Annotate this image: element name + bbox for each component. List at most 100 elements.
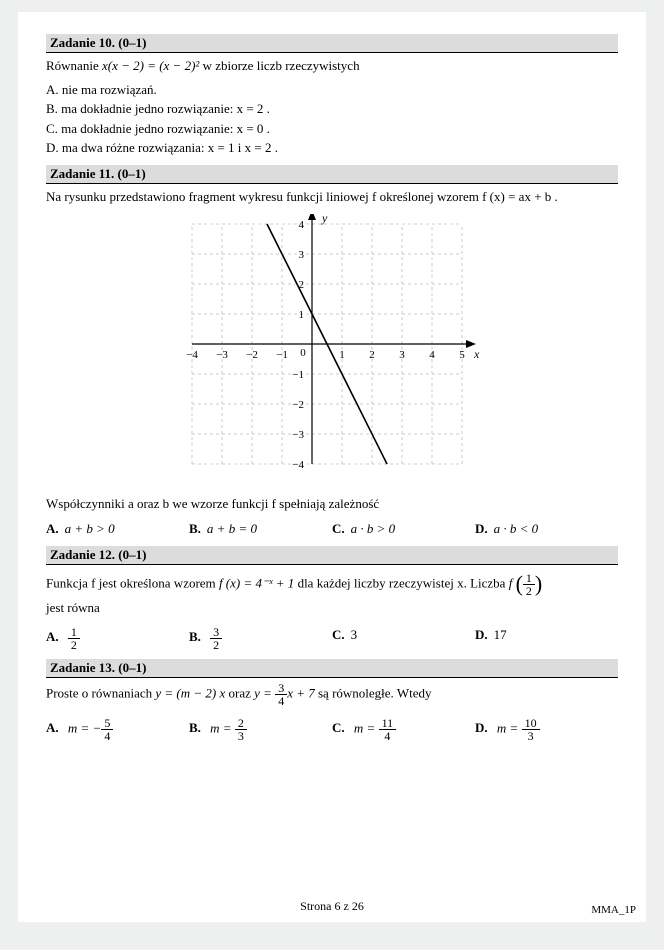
exam-page: Zadanie 10. (0–1) Równanie x(x − 2) = (x…: [18, 12, 646, 922]
t11-B-v: a + b = 0: [207, 521, 257, 536]
t13-Al: A.: [46, 720, 59, 735]
t12-Bd: 2: [210, 639, 222, 651]
t13-optD: D. m = 103: [475, 717, 618, 742]
t11-C-v: a · b > 0: [351, 521, 396, 536]
t11-chart: −4−3−2−1012345−4−3−2−11234xy: [182, 214, 482, 482]
t11-optA: A. a + b > 0: [46, 520, 189, 538]
t13-optA: A. m = −54: [46, 717, 189, 742]
t13-eq2n: 3: [275, 682, 287, 695]
t12-arg-n: 1: [523, 572, 535, 585]
t12-paren: (: [516, 571, 523, 596]
t12-optC: C.3: [332, 626, 475, 651]
t10-pre: Równanie: [46, 58, 102, 73]
page-footer-right: MMA_1P: [591, 904, 636, 916]
task12-body: Funkcja f jest określona wzorem f (x) = …: [46, 569, 618, 651]
t13-eq2frac: 34: [275, 682, 287, 707]
t11-A-v: a + b > 0: [65, 521, 115, 536]
svg-text:−2: −2: [246, 349, 258, 361]
t13-options: A. m = −54 B. m = 23 C. m = 114 D. m = 1…: [46, 717, 618, 742]
t12-arg-d: 2: [523, 585, 535, 597]
t13-mid: oraz: [229, 685, 255, 700]
t12-Ad: 2: [68, 639, 80, 651]
t13-Bn: 2: [235, 717, 247, 730]
svg-text:0: 0: [300, 347, 306, 359]
t13-Dn: 10: [522, 717, 540, 730]
svg-text:5: 5: [459, 349, 465, 361]
t11-optB: B. a + b = 0: [189, 520, 332, 538]
t11-C-l: C.: [332, 521, 345, 536]
task10-header: Zadanie 10. (0–1): [46, 34, 618, 53]
svg-text:4: 4: [299, 219, 305, 231]
t12-f: f: [509, 575, 513, 590]
t10-optC: C. ma dokładnie jedno rozwiązanie: x = 0…: [46, 120, 618, 138]
t13-optB: B. m = 23: [189, 717, 332, 742]
t13-end: są równoległe. Wtedy: [318, 685, 431, 700]
svg-text:−3: −3: [216, 349, 228, 361]
t12-optB: B. 32: [189, 626, 332, 651]
t13-optC: C. m = 114: [332, 717, 475, 742]
t13-Ad: 4: [101, 730, 113, 742]
t12-pre: Funkcja f jest określona wzorem: [46, 575, 219, 590]
task11-header: Zadanie 11. (0–1): [46, 165, 618, 184]
t10-optD: D. ma dwa różne rozwiązania: x = 1 i x =…: [46, 139, 618, 157]
t12-Al: A.: [46, 629, 59, 644]
svg-text:3: 3: [399, 349, 405, 361]
t13-eq1: y = (m − 2) x: [155, 685, 225, 700]
t11-B-l: B.: [189, 521, 201, 536]
task13-header: Zadanie 13. (0–1): [46, 659, 618, 678]
t13-Cd: 4: [379, 730, 397, 742]
t12-mid: dla każdej liczby rzeczywistej x. Liczba: [298, 575, 509, 590]
t12-paren2: ): [535, 571, 542, 596]
t13-Bd: 3: [235, 730, 247, 742]
t12-optA: A. 12: [46, 626, 189, 651]
task10-body: Równanie x(x − 2) = (x − 2)² w zbiorze l…: [46, 57, 618, 157]
t13-Cn: 11: [379, 717, 397, 730]
t11-D-v: a · b < 0: [494, 521, 539, 536]
task10-intro: Równanie x(x − 2) = (x − 2)² w zbiorze l…: [46, 57, 618, 75]
svg-text:−4: −4: [292, 459, 304, 471]
t10-post: w zbiorze liczb rzeczywistych: [203, 58, 360, 73]
t12-Bl: B.: [189, 629, 201, 644]
svg-text:−1: −1: [292, 369, 304, 381]
task12-header: Zadanie 12. (0–1): [46, 546, 618, 565]
t11-D-l: D.: [475, 521, 488, 536]
t13-An: 5: [101, 717, 113, 730]
t13-Ap: m = −: [68, 720, 101, 735]
t11-optC: C. a · b > 0: [332, 520, 475, 538]
svg-text:x: x: [473, 347, 480, 361]
t10-optB: B. ma dokładnie jedno rozwiązanie: x = 2…: [46, 100, 618, 118]
t13-Cl: C.: [332, 720, 345, 735]
t13-Af: 54: [101, 717, 113, 742]
t11-A-l: A.: [46, 521, 59, 536]
task10-options: A. nie ma rozwiązań. B. ma dokładnie jed…: [46, 81, 618, 157]
t13-eq2d: 4: [275, 695, 287, 707]
t12-options: A. 12 B. 32 C.3 D.17: [46, 626, 618, 651]
t13-Bf: 23: [235, 717, 247, 742]
t10-eq: x(x − 2) = (x − 2)²: [102, 58, 199, 73]
t12-Dl: D.: [475, 627, 488, 642]
t13-Dp: m =: [497, 720, 522, 735]
t12-Bfrac: 32: [210, 626, 222, 651]
t12-Bn: 3: [210, 626, 222, 639]
svg-text:−4: −4: [186, 349, 198, 361]
t13-eq2post: x + 7: [287, 685, 315, 700]
t11-chart-wrap: −4−3−2−1012345−4−3−2−11234xy: [46, 214, 618, 487]
svg-text:1: 1: [299, 309, 305, 321]
t11-optD: D. a · b < 0: [475, 520, 618, 538]
t10-optA: A. nie ma rozwiązań.: [46, 81, 618, 99]
t12-optD: D. 17: [475, 626, 618, 651]
svg-text:y: y: [321, 214, 328, 225]
t12-Afrac: 12: [68, 626, 80, 651]
t12-Dv: 17: [494, 627, 507, 642]
t12-Cl: C.: [332, 627, 345, 642]
t13-Dd: 3: [522, 730, 540, 742]
page-footer: Strona 6 z 26: [18, 899, 646, 914]
svg-text:1: 1: [339, 349, 345, 361]
task13-body: Proste o równaniach y = (m − 2) x oraz y…: [46, 682, 618, 742]
t13-pre: Proste o równaniach: [46, 685, 155, 700]
svg-text:−2: −2: [292, 399, 304, 411]
svg-text:−3: −3: [292, 429, 304, 441]
t13-Cp: m =: [354, 720, 379, 735]
svg-text:4: 4: [429, 349, 435, 361]
t13-Dl: D.: [475, 720, 488, 735]
